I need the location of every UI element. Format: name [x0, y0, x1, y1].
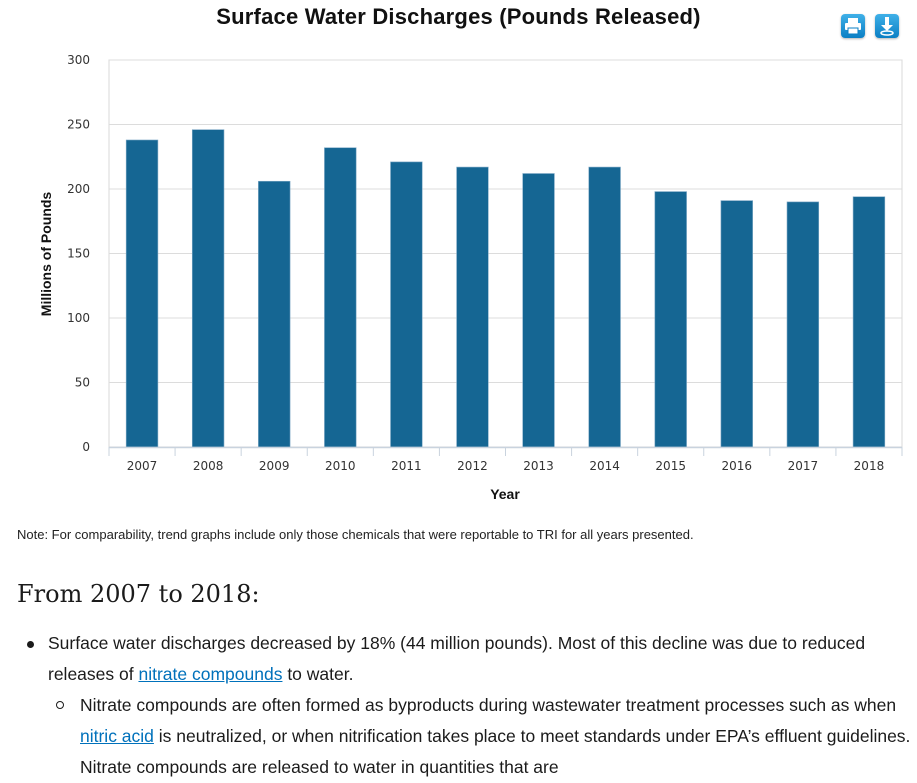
y-tick-label: 300 [67, 53, 90, 67]
bar-2018[interactable] [852, 196, 886, 448]
nitric-acid-link[interactable]: nitric acid [80, 726, 154, 746]
bar-2011[interactable] [390, 161, 423, 448]
chart-title: Surface Water Discharges (Pounds Release… [216, 4, 701, 29]
y-tick-label: 250 [67, 118, 90, 132]
y-tick-label: 0 [82, 440, 90, 454]
x-tick-label: 2015 [655, 459, 686, 473]
y-axis-title: Millions of Pounds [38, 192, 54, 317]
bar-2009[interactable] [258, 180, 291, 448]
y-tick-label: 150 [67, 247, 90, 261]
list-item: Surface water discharges decreased by 18… [27, 628, 908, 690]
nitrate-compounds-link[interactable]: nitrate compounds [138, 664, 283, 684]
x-tick-label: 2017 [788, 459, 819, 473]
x-tick-label: 2008 [193, 459, 224, 473]
x-tick-label: 2009 [259, 459, 290, 473]
bar-2013[interactable] [522, 173, 555, 448]
print-button[interactable] [841, 14, 865, 38]
x-tick-label: 2016 [722, 459, 753, 473]
bar-2016[interactable] [720, 200, 753, 448]
sub-bullet-text: is neutralized, or when nitrification ta… [80, 726, 911, 777]
bullet-text: Surface water discharges decreased by 18… [48, 633, 866, 684]
sub-list-item: Nitrate compounds are often formed as by… [56, 690, 915, 783]
bar-2017[interactable] [786, 201, 820, 448]
bar-2015[interactable] [654, 191, 687, 448]
x-tick-label: 2018 [854, 459, 885, 473]
section-heading: From 2007 to 2018: [17, 580, 260, 608]
bar-2007[interactable] [125, 139, 159, 448]
x-tick-label: 2012 [457, 459, 488, 473]
chart-note: Note: For comparability, trend graphs in… [17, 527, 694, 542]
x-tick-label: 2007 [127, 459, 158, 473]
bar-2014[interactable] [588, 166, 621, 448]
bullet-text: to water. [282, 664, 354, 684]
download-icon [880, 17, 894, 36]
download-button[interactable] [875, 14, 899, 38]
print-icon [845, 18, 861, 35]
y-tick-label: 100 [67, 311, 90, 325]
sub-bullet-text: Nitrate compounds are often formed as by… [80, 695, 897, 715]
x-tick-label: 2011 [391, 459, 422, 473]
bar-chart: 0 50 100 150 200 250 300 2007 2008 2009 2010 2011 20… [38, 53, 903, 502]
bar-2008[interactable] [191, 129, 225, 448]
y-tick-label: 200 [67, 182, 90, 196]
x-tick-label: 2013 [523, 459, 554, 473]
x-tick-label: 2014 [589, 459, 620, 473]
bar-2012[interactable] [456, 166, 489, 448]
bar-2010[interactable] [324, 147, 357, 448]
y-tick-label: 50 [75, 376, 90, 390]
bullet-icon [27, 641, 34, 648]
x-axis-title: Year [490, 486, 520, 502]
sub-bullet-icon [56, 701, 64, 709]
x-tick-label: 2010 [325, 459, 356, 473]
